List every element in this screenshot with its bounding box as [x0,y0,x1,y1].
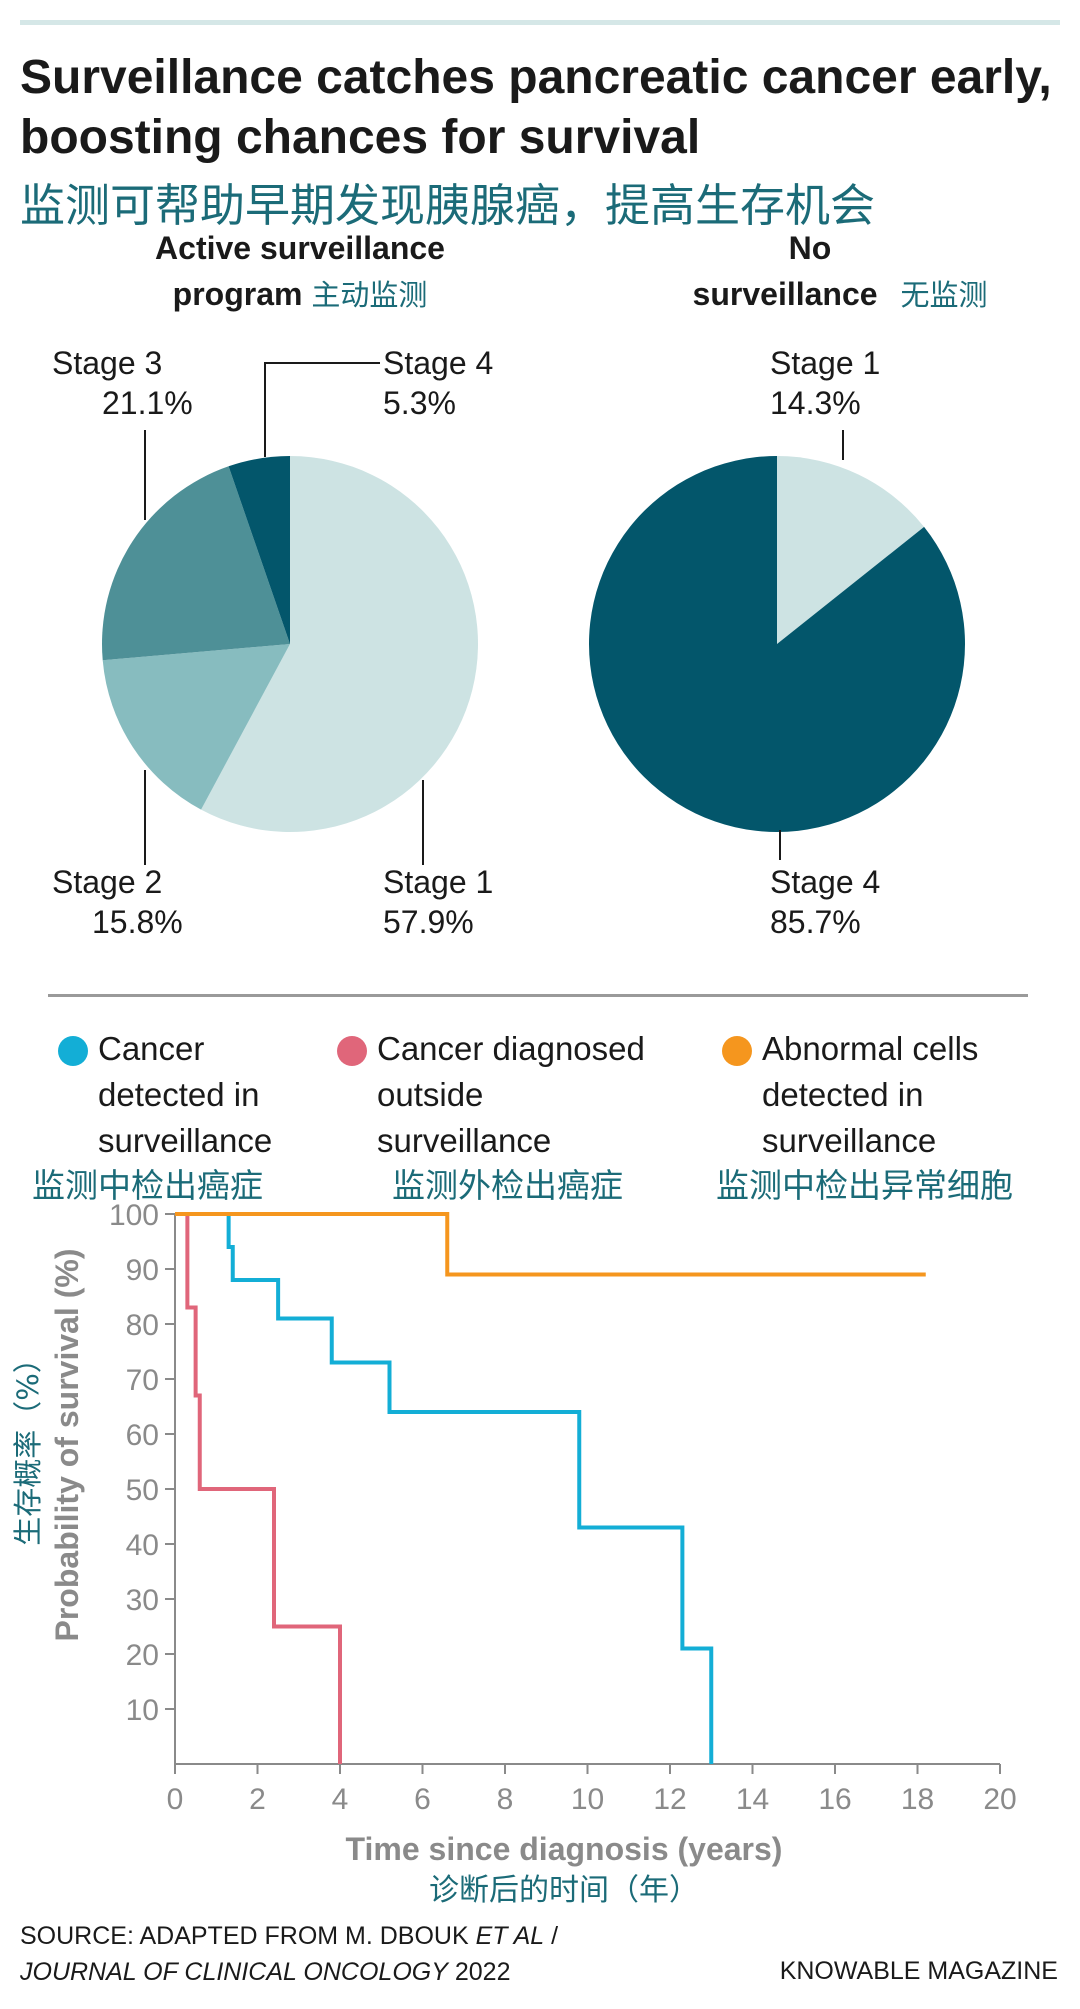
legend-surveillance-line3: surveillance [98,1122,273,1159]
y-tick-label: 10 [126,1694,159,1727]
pie-slice-none-stage4 [589,456,965,832]
y-tick-label: 50 [126,1474,159,1507]
x-axis-label: Time since diagnosis (years) [346,1831,783,1867]
y-tick-label: 30 [126,1584,159,1617]
x-tick-label: 14 [736,1783,769,1816]
brand-name: KNOWABLE MAGAZINE [779,1957,1058,1985]
none-pie-title-line1: No [788,230,832,266]
x-tick-label: 20 [983,1783,1016,1816]
source-line1: SOURCE: ADAPTED FROM M. DBOUK [20,1922,469,1950]
active-surveillance-pie [102,456,478,832]
legend-dot-abnormal [722,1036,752,1066]
none-pie-title-cn: 无监测 [900,278,988,312]
source-etal: ET AL [475,1922,545,1950]
legend-surveillance-cn: 监测中检出癌症 [32,1166,263,1205]
series-abnormal-cells [175,1212,926,1277]
no-surveillance-pie [589,456,965,832]
survival-series [175,1212,926,1764]
source-slash: / [544,1922,559,1950]
label-active-stage2-name: Stage 2 [52,864,163,900]
label-active-stage2: Stage 2 15.8% [52,862,183,942]
y-tick-label: 20 [126,1639,159,1672]
label-active-stage1: Stage 1 57.9% [383,862,493,942]
legend-dot-surveillance [58,1036,88,1066]
label-none-stage4: Stage 4 85.7% [770,862,880,942]
pie-charts [102,362,965,865]
label-none-stage4-name: Stage 4 [770,864,881,900]
label-none-stage1: Stage 1 14.3% [770,343,880,423]
series-cancer-outside-surveillance [175,1212,342,1764]
active-pie-title: Active surveillance program 主动监测 [130,225,470,318]
legend-surveillance-line1: Cancer [98,1030,205,1067]
label-active-stage4: Stage 4 5.3% [383,343,493,423]
x-tick-label: 10 [571,1783,604,1816]
label-none-stage1-name: Stage 1 [770,345,881,381]
y-tick-label: 70 [126,1364,159,1397]
none-pie-title: No surveillance 无监测 [640,225,1040,318]
y-tick-label: 40 [126,1529,159,1562]
active-pie-title-line2: program [172,276,303,312]
source-journal: JOURNAL OF CLINICAL ONCOLOGY [20,1958,448,1986]
legend-abnormal-line3: surveillance [762,1122,937,1159]
pie-slice-active-stage3 [102,466,290,661]
label-active-stage1-pct: 57.9% [383,904,474,940]
legend-item-surveillance: Cancer detected in surveillance [58,1026,318,1164]
label-active-stage1-name: Stage 1 [383,864,494,900]
legend-outside-line3: surveillance [377,1122,552,1159]
section-divider [48,994,1028,997]
chart-axes [165,1213,1001,1774]
source-credit: SOURCE: ADAPTED FROM M. DBOUK ET AL / JO… [20,1918,558,1990]
page-title-cn: 监测可帮助早期发现胰腺癌，提高生存机会 [20,179,876,232]
label-active-stage3-pct: 21.1% [102,385,193,421]
pie-slice-active-stage2 [102,644,290,810]
legend-outside-line2: outside [377,1076,484,1113]
none-pie-title-line2: surveillance [692,276,878,312]
legend-abnormal-line1: Abnormal cells [762,1030,979,1067]
top-rule [20,20,1060,25]
x-tick-label: 0 [167,1783,184,1816]
x-tick-label: 12 [653,1783,686,1816]
x-tick-label: 8 [497,1783,514,1816]
active-pie-title-cn: 主动监测 [311,278,428,312]
x-tick-label: 4 [332,1783,349,1816]
y-tick-labels: 10 20 30 40 50 60 70 80 90 100 [109,1200,159,1727]
x-axis-label-cn: 诊断后的时间（年） [429,1873,699,1908]
legend-surveillance-line2: detected in [98,1076,260,1113]
legend-dot-outside [337,1036,367,1066]
page-title: Surveillance catches pancreatic cancer e… [20,51,1052,164]
label-none-stage4-pct: 85.7% [770,904,861,940]
label-active-stage4-name: Stage 4 [383,345,494,381]
label-active-stage3: Stage 3 21.1% [52,343,193,423]
pie-slice-active-stage1 [201,456,478,832]
y-axis-label: Probability of survival (%) [49,1249,85,1642]
label-active-stage3-name: Stage 3 [52,345,163,381]
pie-slice-active-stage4 [228,456,290,644]
y-axis-label-cn: 生存概率（%） [11,1344,45,1546]
x-tick-label: 18 [901,1783,934,1816]
legend-abnormal-cn: 监测中检出异常细胞 [716,1166,1013,1205]
legend-outside-line1: Cancer diagnosed [377,1030,645,1067]
legend-abnormal-line2: detected in [762,1076,924,1113]
active-pie-title-line1: Active surveillance [155,230,445,266]
pie-slice-none-stage1 [777,456,925,644]
x-tick-label: 6 [414,1783,431,1816]
label-none-stage1-pct: 14.3% [770,385,861,421]
pie-leader-lines [144,362,844,865]
label-active-stage2-pct: 15.8% [92,904,183,940]
source-year: 2022 [447,1958,511,1986]
legend-item-outside: Cancer diagnosed outside surveillance [337,1026,697,1164]
x-tick-label: 2 [249,1783,266,1816]
series-cancer-in-surveillance [175,1212,714,1764]
legend-item-abnormal: Abnormal cells detected in surveillance [722,1026,1062,1164]
leader-active-stage4 [264,362,380,457]
y-tick-label: 80 [126,1309,159,1342]
y-tick-label: 90 [126,1254,159,1287]
label-active-stage4-pct: 5.3% [383,385,456,421]
x-tick-labels: 0 2 4 6 8 10 12 14 16 18 20 [167,1783,1017,1816]
legend-outside-cn: 监测外检出癌症 [392,1166,623,1205]
y-tick-label: 100 [109,1200,159,1232]
y-tick-label: 60 [126,1419,159,1452]
x-tick-label: 16 [818,1783,851,1816]
